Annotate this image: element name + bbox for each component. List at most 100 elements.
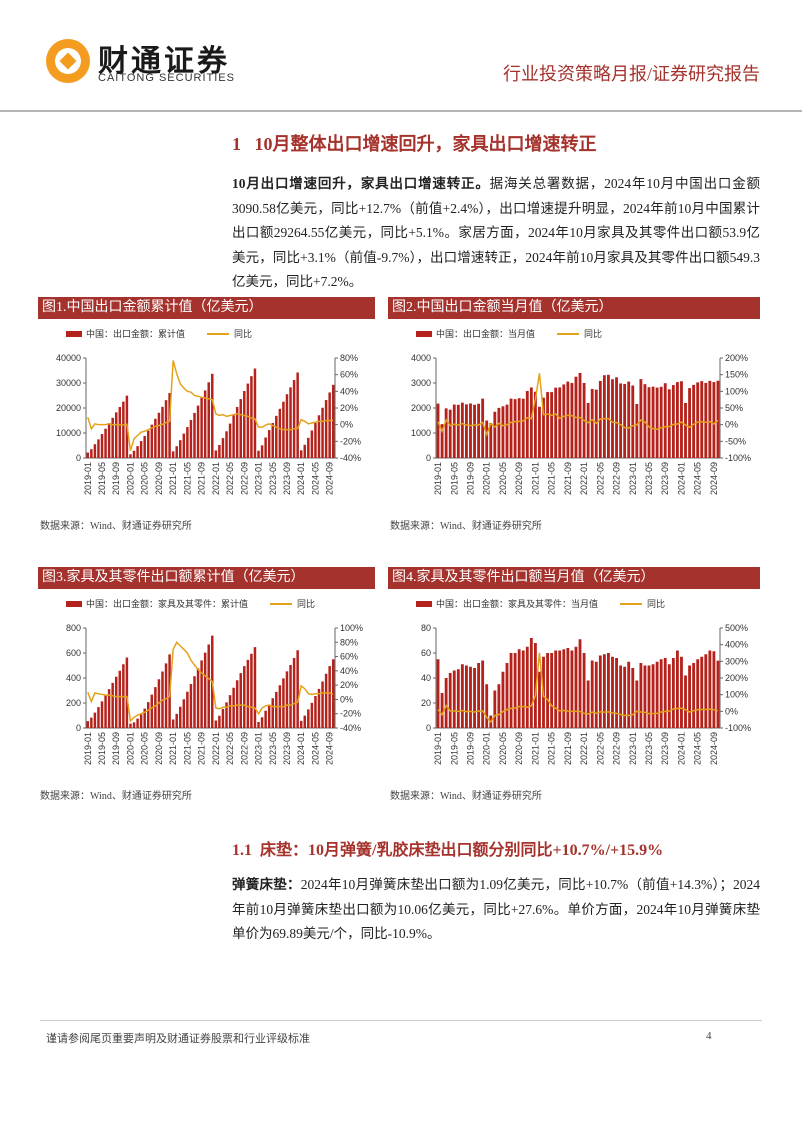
bar (182, 433, 186, 458)
bar (716, 660, 720, 728)
bar (655, 387, 659, 458)
bar (232, 687, 235, 728)
x-tick-label: 2019-09 (111, 732, 121, 765)
x-tick-label: 2024-09 (325, 732, 335, 765)
bar (493, 411, 497, 458)
y2-tick-label: 400% (725, 640, 748, 650)
bar (97, 707, 100, 728)
bar (659, 659, 663, 728)
y2-tick-label: 20% (340, 680, 358, 690)
x-tick-label: 2022-05 (225, 462, 235, 495)
bar (218, 445, 221, 458)
bar (562, 384, 566, 458)
x-tick-label: 2024-05 (310, 732, 320, 765)
x-tick-label: 2020-09 (154, 732, 164, 765)
y2-tick-label: 500% (725, 623, 748, 633)
bar (550, 392, 554, 458)
x-tick-label: 2024-01 (296, 732, 306, 765)
bar (260, 445, 264, 458)
bar (267, 430, 271, 458)
bar (704, 382, 708, 458)
bar (193, 676, 196, 728)
bar (631, 385, 635, 458)
bar (90, 717, 93, 728)
x-tick-label: 2019-09 (465, 462, 475, 495)
bar (136, 446, 139, 458)
x-tick-label: 2022-09 (612, 462, 622, 495)
bar (582, 653, 586, 728)
bar (562, 649, 566, 728)
bar (570, 382, 574, 458)
bar (684, 403, 687, 458)
bar (228, 695, 232, 728)
bar (485, 420, 489, 458)
bar (296, 650, 299, 728)
bar (659, 386, 663, 458)
y2-tick-label: 50% (725, 403, 743, 413)
line (437, 652, 719, 724)
legend-swatch (416, 331, 432, 337)
section-title: 10月整体出口增速回升，家具出口增速转正 (254, 134, 597, 154)
bar (684, 675, 687, 728)
bar (667, 389, 671, 458)
section-heading: 1 10月整体出口增速回升，家具出口增速转正 (232, 130, 597, 156)
x-tick-label: 2024-09 (709, 462, 719, 495)
x-tick-label: 2023-09 (282, 462, 292, 495)
bar (214, 720, 218, 728)
bar (278, 408, 282, 458)
bar (615, 377, 618, 458)
x-tick-label: 2022-09 (239, 732, 249, 765)
bar (696, 659, 700, 728)
line (87, 641, 334, 723)
x-tick-label: 2023-09 (660, 462, 670, 495)
bar (143, 435, 146, 458)
y-tick-label: 0 (426, 453, 431, 463)
bar (164, 663, 168, 728)
bar (574, 646, 578, 728)
bar (590, 388, 594, 458)
x-tick-label: 2021-09 (563, 732, 573, 765)
x-tick-label: 2021-09 (197, 732, 207, 765)
figure-source: 数据来源：Wind、财通证券研究所 (40, 791, 192, 802)
bar (225, 431, 228, 458)
x-tick-label: 2023-01 (254, 732, 264, 765)
bar (86, 721, 90, 728)
line (437, 373, 719, 437)
bar (639, 379, 643, 458)
x-tick-label: 2023-09 (282, 732, 292, 765)
bar (289, 665, 292, 728)
bar (647, 387, 651, 458)
legend-label: 中国：出口金额：家具及其零件：累计值 (86, 598, 248, 609)
bar (139, 714, 143, 728)
bar (558, 650, 562, 728)
y2-tick-label: -100% (725, 453, 751, 463)
legend-label: 中国：出口金额：累计值 (86, 328, 185, 339)
bar (647, 665, 651, 728)
legend-swatch (66, 331, 82, 337)
bar (285, 394, 289, 458)
bar (182, 699, 186, 728)
bar (550, 653, 554, 728)
bar (529, 387, 533, 458)
x-tick-label: 2022-05 (595, 462, 605, 495)
bar (307, 709, 310, 728)
bar (118, 670, 122, 728)
bar (171, 719, 175, 728)
chart: 中国：出口金额：当月值 同比 0 1000 2000 3000 4000 -100% -50% 0… (411, 328, 751, 495)
bar (688, 665, 691, 728)
bar (631, 668, 635, 728)
chart: 中国：出口金额：家具及其零件：当月值 同比 0 20 40 60 80 -100% 0% 100%… (416, 598, 751, 765)
paragraph: 10月出口增速回升，家具出口增速转正。据海关总署数据，2024年10月中国出口金… (232, 172, 760, 295)
figure-source: 数据来源：Wind、财通证券研究所 (390, 521, 542, 532)
x-tick-label: 2020-01 (125, 462, 135, 495)
subsection-title: 床垫：10月弹簧/乳胶床垫出口额分别同比+10.7%/+15.9% (260, 842, 664, 859)
bar (635, 680, 639, 728)
bar (118, 407, 122, 458)
legend-label: 中国：出口金额：当月值 (436, 328, 535, 339)
x-tick-label: 2023-05 (268, 732, 278, 765)
figure-title: 图1.中国出口金额累计值（亿美元） (38, 297, 375, 319)
bar (497, 407, 501, 458)
bar (517, 649, 521, 728)
y2-tick-label: -20% (340, 436, 361, 446)
footer-rule (40, 1020, 762, 1021)
